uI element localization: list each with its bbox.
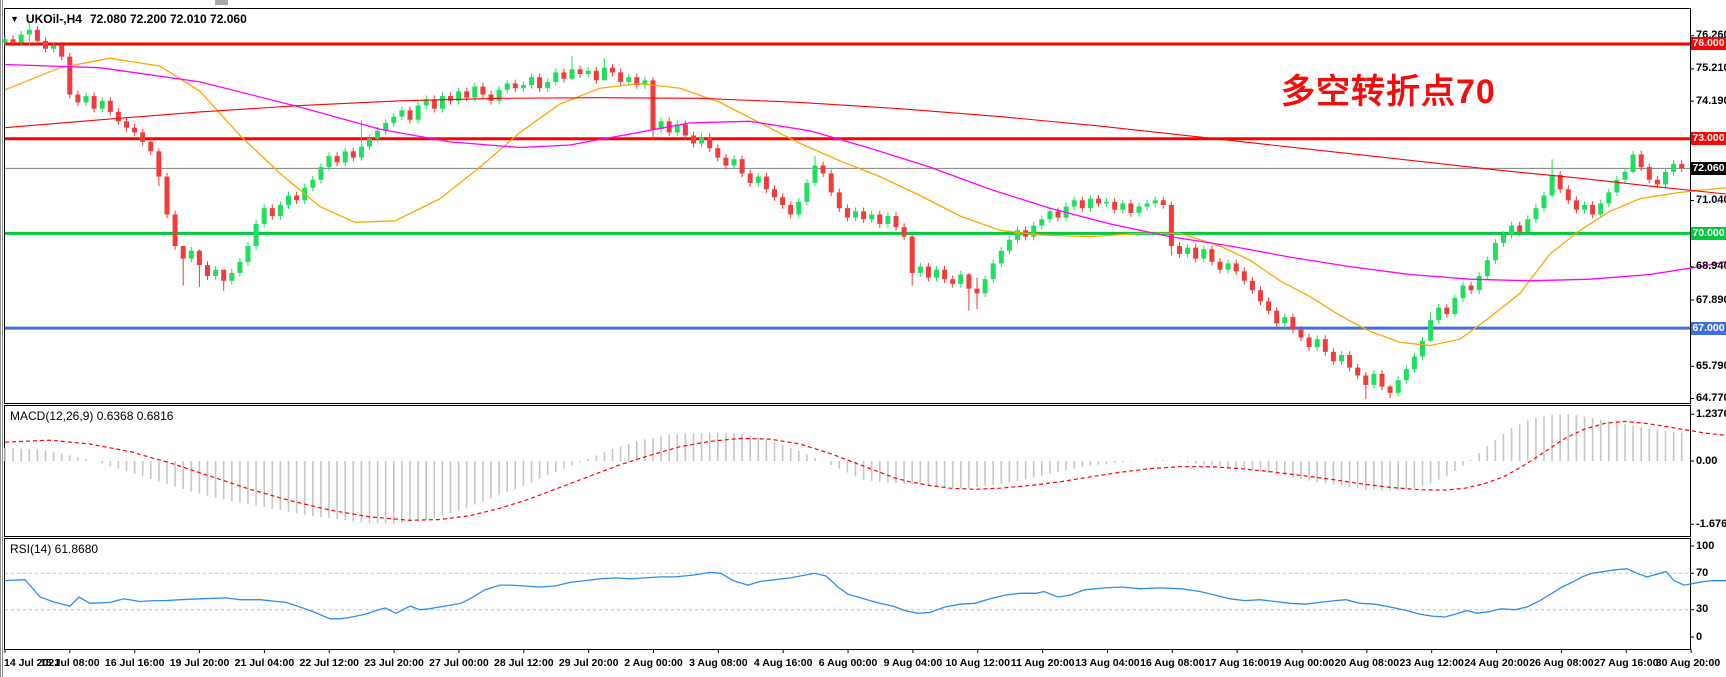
window-edge xyxy=(0,0,4,677)
price-chart-panel[interactable] xyxy=(4,8,1691,404)
time-axis[interactable] xyxy=(4,649,1691,677)
price-axis[interactable] xyxy=(1691,0,1726,677)
rsi-panel[interactable] xyxy=(4,538,1691,650)
macd-panel[interactable] xyxy=(4,405,1691,537)
window-chrome-notch xyxy=(215,0,228,5)
